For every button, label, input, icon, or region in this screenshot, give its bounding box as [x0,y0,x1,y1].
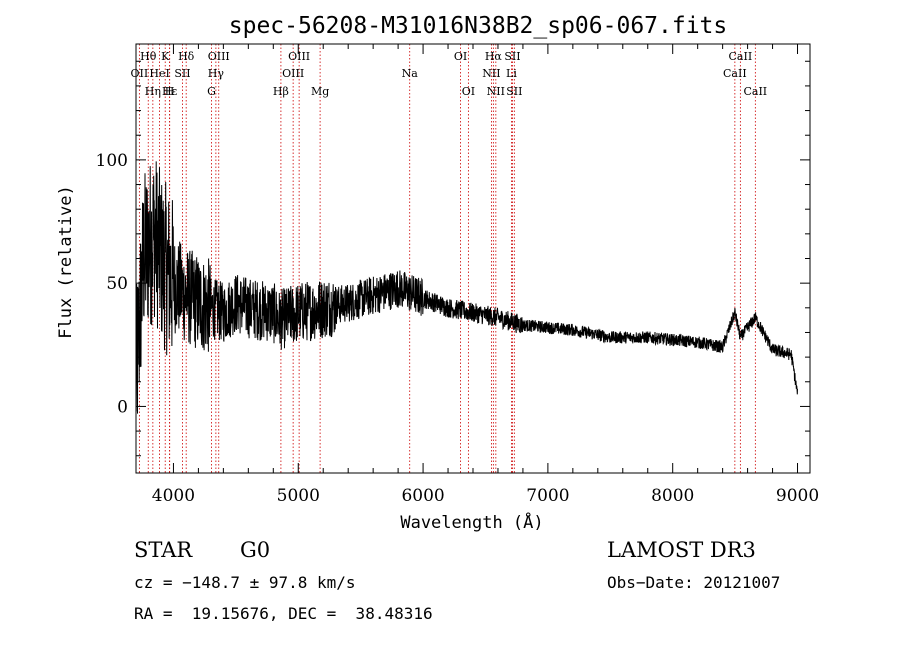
line-label-24: SII [506,85,522,98]
coordinates: RA = 19.15676, DEC = 38.48316 [134,604,433,623]
spectral-line-markers [138,44,756,473]
line-label-13: OIII [282,67,304,80]
axis-ticks: 4000 5000 6000 7000 8000 9000 0 50 100 [96,44,819,506]
line-label-22: Li [506,67,517,80]
line-label-6: HeI [149,67,169,80]
line-label-20: Hα [485,50,503,63]
line-label-9: G [207,85,216,98]
object-subclass: G0 [240,538,271,562]
line-label-14: OIII [288,50,310,63]
x-tick-label-3: 7000 [526,486,569,506]
line-label-23: SII [504,50,520,63]
plot-frame [135,43,811,474]
y-tick-label-2: 100 [96,151,128,171]
line-label-5: Hη [145,85,161,98]
obs-date: Obs−Date: 20121007 [607,573,781,592]
y-tick-label-1: 50 [106,274,128,294]
redshift-cz: cz = −148.7 ± 97.8 km/s [134,573,356,592]
x-tick-label-4: 8000 [651,486,694,506]
line-label-10: OIII [208,50,230,63]
chart-title: spec-56208-M31016N38B2_sp06-067.fits [229,13,728,39]
line-label-27: CaII [743,85,767,98]
line-label-2: K [161,50,170,63]
line-label-17: OI [454,50,467,63]
spectral-line-labels: OII Hε K H Hθ Hη HeI SII Hδ G OIII Hγ Hβ OIII OIII Mg Na… [131,50,768,98]
line-label-15: Mg [311,85,329,98]
x-tick-label-2: 6000 [401,486,444,506]
spectrum-chart: spec-56208-M31016N38B2_sp06-067.fits OII… [56,13,819,533]
line-label-25: CaII [723,67,747,80]
spectrum-line [135,161,798,414]
line-label-19: NII [482,67,500,80]
line-label-8: Hδ [178,50,195,63]
x-tick-label-0: 4000 [152,486,195,506]
line-label-7: SII [174,67,190,80]
line-label-21: NII [487,85,505,98]
line-label-18: OI [462,85,475,98]
line-label-12: Hβ [273,85,289,98]
line-label-26: CaII [729,50,753,63]
line-label-11: Hγ [208,67,225,80]
line-label-4: Hθ [140,50,157,63]
y-tick-label-0: 0 [117,397,128,417]
x-tick-label-1: 5000 [277,486,320,506]
x-tick-label-5: 9000 [776,486,819,506]
line-label-0: OII [131,67,149,80]
x-axis-label: Wavelength (Å) [400,511,543,533]
line-label-3: H [165,85,175,98]
y-axis-label: Flux (relative) [56,185,76,339]
line-label-1: Hε [162,85,178,98]
survey-name: LAMOST DR3 [607,538,756,562]
object-class: STAR [134,538,193,562]
line-label-16: Na [402,67,419,80]
